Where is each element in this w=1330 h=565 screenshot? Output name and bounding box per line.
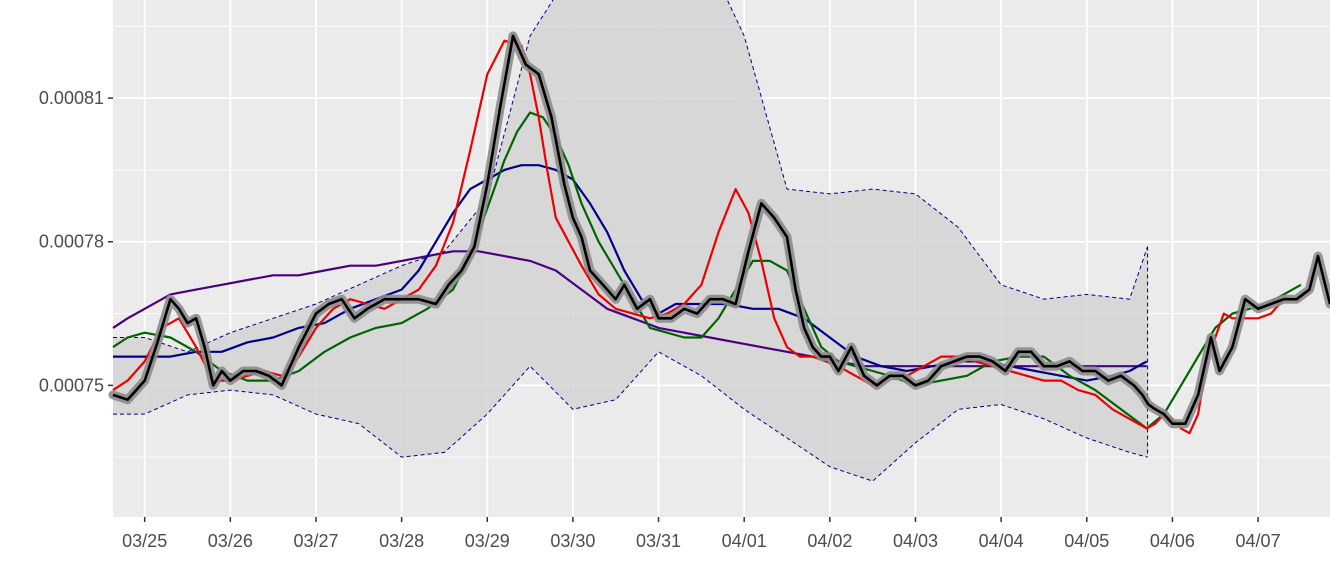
series-lines	[108, 31, 1330, 435]
series-line-0	[112, 34, 1330, 425]
y-axis: 0.00075 0.00078 0.00081	[39, 88, 113, 395]
x-tick-label: 03/31	[636, 531, 681, 551]
x-tick-label: 04/01	[722, 531, 767, 551]
x-axis: 03/25 03/26 03/27 03/28 03/29 03/30 03/31 04/01…	[122, 517, 1281, 551]
x-tick-label: 03/25	[122, 531, 167, 551]
y-tick-label: 0.00075	[39, 375, 104, 395]
x-tick-label: 03/27	[293, 531, 338, 551]
x-tick-label: 04/07	[1236, 531, 1281, 551]
x-tick-label: 04/04	[979, 531, 1024, 551]
x-tick-label: 03/29	[465, 531, 510, 551]
x-tick-label: 04/06	[1150, 531, 1195, 551]
x-tick-label: 04/05	[1064, 531, 1109, 551]
band-lower-border	[113, 351, 1148, 482]
band-upper-border	[113, 0, 1149, 353]
series-line-1	[112, 39, 1285, 435]
series-line-2	[112, 111, 1302, 430]
confidence-band	[113, 0, 1149, 482]
band-area	[113, 0, 1148, 482]
x-tick-label: 04/02	[807, 531, 852, 551]
series-line-4	[112, 250, 1147, 368]
x-tick-label: 04/03	[893, 531, 938, 551]
x-tick-label: 03/28	[379, 531, 424, 551]
y-tick-label: 0.00081	[39, 88, 104, 108]
x-tick-label: 03/26	[208, 531, 253, 551]
y-tick-label: 0.00078	[39, 232, 104, 252]
x-tick-label: 03/30	[550, 531, 595, 551]
